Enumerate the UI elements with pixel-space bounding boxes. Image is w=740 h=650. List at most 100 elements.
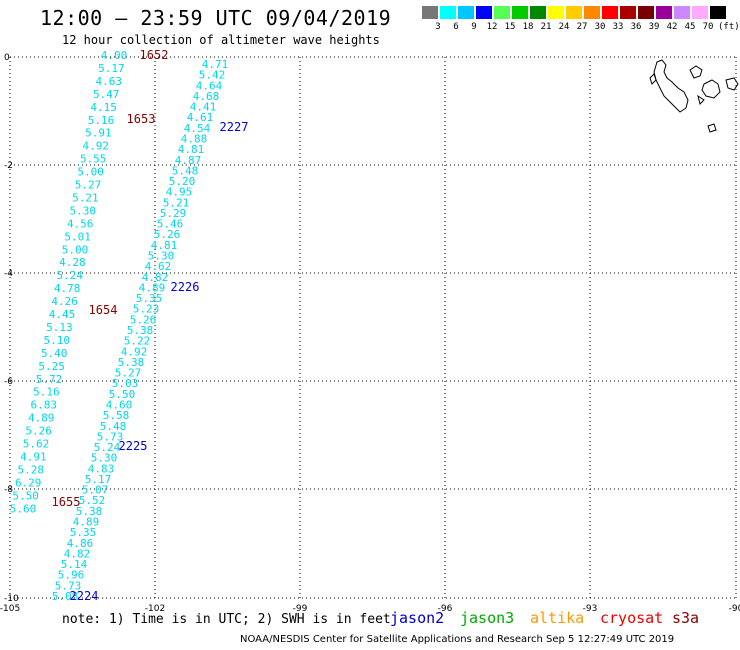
- island-isabela: [653, 59, 689, 113]
- wave-height-point: 5.13: [46, 321, 73, 334]
- time-label: 1652: [140, 48, 169, 62]
- wave-height-point: 5.29: [160, 207, 187, 220]
- wave-height-point: 5.62: [23, 438, 50, 451]
- wave-height-point: 5.96: [58, 569, 85, 582]
- legend-label: 33: [612, 22, 624, 32]
- legend-label: 39: [648, 22, 660, 32]
- wave-height-point: 4.89: [28, 412, 55, 425]
- wave-height-point: 4.78: [54, 282, 81, 295]
- wave-height-point: 5.03: [112, 377, 139, 390]
- time-labels: 1652 1653 1654 1655 2227 2226 2225 2224: [52, 48, 249, 603]
- wave-height-point: 5.73: [97, 430, 124, 443]
- wave-height-point: 4.82: [64, 547, 91, 560]
- legend-swatch: [656, 6, 672, 19]
- wave-height-point: 4.64: [196, 79, 223, 92]
- legend-label: 70: [702, 22, 714, 32]
- axis-tick-labels: 0 -2 -4 -6 -8 -10-105 -102 -99 -96 -93 -90: [0, 53, 740, 614]
- wave-height-point: 5.26: [130, 313, 157, 326]
- wave-height-point: 4.89: [73, 516, 100, 529]
- legend-label: 3: [435, 22, 441, 32]
- wave-height-point: 4.89: [139, 281, 166, 294]
- wave-height-point: 5.20: [169, 175, 196, 188]
- legend-label: 45: [684, 22, 696, 32]
- wave-height-point: 5.48: [172, 164, 199, 177]
- wave-height-point: 5.52: [79, 494, 106, 507]
- wave-height-point: 5.26: [25, 425, 52, 438]
- wave-height-point: 6.83: [31, 399, 58, 412]
- wave-height-point: 4.54: [184, 122, 211, 135]
- wave-height-point: 5.91: [85, 127, 112, 140]
- wave-height-point: 5.38: [76, 505, 103, 518]
- wave-height-point: 5.58: [103, 409, 130, 422]
- wave-height-point: 4.15: [90, 101, 117, 114]
- wave-height-point: 5.26: [154, 228, 181, 241]
- wave-height-point: 5.00: [62, 243, 89, 256]
- wave-height-point: 5.00: [77, 166, 104, 179]
- legend-swatch: [710, 6, 726, 19]
- wave-height-point: 5.22: [124, 335, 151, 348]
- wave-height-point: 5.24: [57, 269, 84, 282]
- wave-height-point: 4.87: [175, 154, 202, 167]
- wave-height-point: 5.07: [82, 484, 109, 497]
- satellite-label: cryosat: [600, 609, 664, 627]
- lon-tick-label: -102: [145, 604, 165, 614]
- time-label: 1654: [89, 303, 118, 317]
- wave-height-point: 5.24: [94, 441, 121, 454]
- wave-height-point: 5.17: [85, 473, 112, 486]
- wave-height-point: 5.73: [55, 579, 82, 592]
- legend-swatch: [602, 6, 618, 19]
- wave-height-point: 5.14: [61, 558, 88, 571]
- wave-height-point: 5.50: [12, 489, 39, 502]
- wave-height-point: 5.16: [33, 386, 60, 399]
- footer-note: note: 1) Time is in UTC; 2) SWH is in fe…: [62, 612, 391, 627]
- wave-height-point: 4.71: [202, 58, 229, 71]
- legend-swatch: [512, 6, 528, 19]
- legend-swatch: [620, 6, 636, 19]
- wave-height-point: 4.88: [181, 132, 208, 145]
- legend-swatch: [548, 6, 564, 19]
- wave-height-point: 5.10: [44, 334, 71, 347]
- wave-height-point: 5.23: [133, 303, 160, 316]
- island-santiago: [689, 65, 703, 79]
- legend-swatch: [440, 6, 456, 19]
- lon-tick-label: -93: [583, 604, 598, 614]
- legend-swatch: [422, 6, 438, 19]
- wave-height-point: 4.45: [49, 308, 76, 321]
- footer-credit: NOAA/NESDIS Center for Satellite Applica…: [240, 634, 675, 645]
- wave-height-point: 5.55: [80, 153, 107, 166]
- legend-swatch: [638, 6, 654, 19]
- wave-height-point: 4.28: [59, 256, 86, 269]
- wave-height-point: 5.47: [93, 88, 120, 101]
- wave-height-point: 4.41: [190, 101, 217, 114]
- wave-height-point: 4.60: [106, 398, 133, 411]
- lat-tick-label: -2: [4, 161, 13, 171]
- wave-height-point: 4.81: [178, 143, 205, 156]
- time-label: 1655: [52, 495, 81, 509]
- wave-height-point: 5.46: [157, 218, 184, 231]
- island-sancristobal: [725, 77, 739, 91]
- legend-label: 21: [540, 22, 552, 32]
- wave-height-point: 5.38: [118, 356, 145, 369]
- lon-tick-label: -96: [438, 604, 453, 614]
- wave-height-point: 5.40: [41, 347, 68, 360]
- wave-height-point: 5.30: [148, 250, 175, 263]
- legend-swatch: [566, 6, 582, 19]
- wave-height-point: 5.60: [10, 502, 37, 515]
- wave-height-point: 5.35: [70, 526, 97, 539]
- wave-height-point: 5.21: [72, 191, 99, 204]
- lat-tick-label: -8: [4, 485, 13, 495]
- wave-height-point: 4.86: [67, 537, 94, 550]
- time-label: 2225: [119, 439, 148, 453]
- lat-tick-label: -10: [4, 594, 19, 604]
- lat-tick-label: -6: [4, 377, 13, 387]
- legend-label: 42: [666, 22, 678, 32]
- legend-swatch: [476, 6, 492, 19]
- wave-height-point: 5.30: [91, 452, 118, 465]
- wave-height-point: 4.92: [121, 345, 148, 358]
- legend-swatch: [494, 6, 510, 19]
- wave-height-point: 4.81: [151, 239, 178, 252]
- legend-label: (ft): [718, 22, 740, 32]
- wave-height-point: 4.63: [96, 75, 123, 88]
- wave-height-point: 4.82: [142, 271, 169, 284]
